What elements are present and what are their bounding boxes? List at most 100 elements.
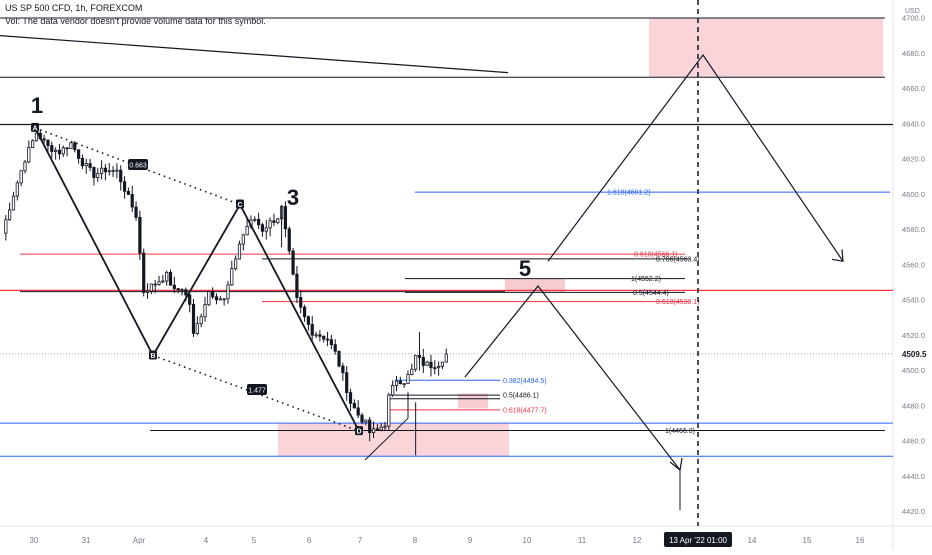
candle xyxy=(84,163,88,167)
candle xyxy=(414,354,418,370)
time-tick: 12 xyxy=(633,536,642,545)
candle xyxy=(425,361,429,366)
candle xyxy=(375,428,379,431)
candle xyxy=(4,219,8,234)
wave-label: 3 xyxy=(287,185,299,210)
time-tick: 14 xyxy=(748,536,757,545)
demand-zone xyxy=(278,423,509,457)
candle xyxy=(96,173,100,178)
candle xyxy=(23,161,27,172)
candle xyxy=(429,361,433,369)
candle xyxy=(92,167,96,178)
candle xyxy=(214,296,219,301)
projection-small xyxy=(364,391,409,461)
fib-level-label: 0.5(4544.4) xyxy=(633,290,669,297)
candle xyxy=(348,392,353,404)
candle xyxy=(145,290,150,293)
projection-up xyxy=(547,53,844,262)
candle xyxy=(283,206,288,230)
candle xyxy=(31,140,35,148)
candle xyxy=(387,394,391,427)
candle xyxy=(440,361,445,367)
price-tick: 4680.0 xyxy=(902,49,925,58)
time-tick: 8 xyxy=(413,536,418,545)
candle xyxy=(352,402,356,409)
candle xyxy=(276,218,280,223)
target-zone-wave5 xyxy=(505,278,565,293)
candle xyxy=(230,268,234,286)
candle xyxy=(398,380,402,385)
candle xyxy=(329,339,333,346)
price-tick: 4640.0 xyxy=(902,119,925,128)
candle xyxy=(433,367,437,370)
candle xyxy=(444,353,448,363)
candle xyxy=(264,227,268,232)
candle xyxy=(218,298,222,301)
candle xyxy=(157,281,161,285)
small-zone xyxy=(458,393,488,409)
ratio-badge-label: 1.477 xyxy=(248,388,266,395)
time-tick: 6 xyxy=(307,536,312,545)
candle xyxy=(368,419,372,434)
time-tick: 15 xyxy=(803,536,812,545)
candle xyxy=(203,304,207,318)
candle xyxy=(180,289,184,292)
wave-label: 1 xyxy=(31,93,43,118)
candle xyxy=(88,163,92,168)
candle xyxy=(325,338,330,341)
candle xyxy=(272,220,276,223)
candle xyxy=(149,283,153,292)
price-tick: 4420.0 xyxy=(902,507,925,516)
candle xyxy=(337,350,341,367)
time-tick: Apr xyxy=(133,536,146,545)
fib-level-label: 1(4552.2) xyxy=(631,276,661,283)
candle xyxy=(207,291,211,306)
price-tick: 4560.0 xyxy=(902,260,925,269)
price-tick: 4520.0 xyxy=(902,331,925,340)
candle xyxy=(291,250,295,275)
candle xyxy=(195,323,199,334)
candle xyxy=(391,385,395,396)
fib-level-label: 0.618(4477.7) xyxy=(503,407,547,414)
candle xyxy=(237,243,242,260)
candle xyxy=(345,372,349,393)
candle xyxy=(27,147,31,163)
candle xyxy=(15,182,19,197)
candle xyxy=(421,357,425,366)
candle xyxy=(268,220,272,229)
wave-label: 5 xyxy=(519,256,531,281)
candle xyxy=(379,426,383,431)
volume-note: Vol: The data vendor doesn't provide vol… xyxy=(5,16,266,26)
time-tick: 5 xyxy=(252,536,257,545)
time-tick: 9 xyxy=(468,536,473,545)
fib-level-label: 0.382(4494.5) xyxy=(503,378,547,385)
candle xyxy=(333,344,337,352)
fib-level-label: 0.618(4566.1) xyxy=(634,252,678,259)
candle xyxy=(57,149,62,155)
trendline xyxy=(0,35,509,74)
current-price-badge xyxy=(893,347,932,360)
fib-level-label: 1(4466.0) xyxy=(665,428,695,435)
candle xyxy=(8,209,12,221)
candle xyxy=(73,142,77,151)
candle xyxy=(168,271,173,286)
pattern-dotted-line xyxy=(34,127,241,206)
candle xyxy=(172,284,176,289)
candle xyxy=(176,288,180,291)
pattern-point-marker xyxy=(236,199,244,209)
candle xyxy=(188,294,192,305)
candle xyxy=(77,149,81,159)
candle xyxy=(241,234,245,245)
candle xyxy=(80,157,85,167)
candle xyxy=(287,228,291,252)
candle xyxy=(119,169,123,183)
candle xyxy=(161,280,165,283)
candle xyxy=(314,334,318,337)
price-tick: 4480.0 xyxy=(902,401,925,410)
candle xyxy=(42,138,46,141)
arrow-head xyxy=(831,249,844,263)
candle xyxy=(310,323,314,336)
time-tick: 10 xyxy=(523,536,532,545)
